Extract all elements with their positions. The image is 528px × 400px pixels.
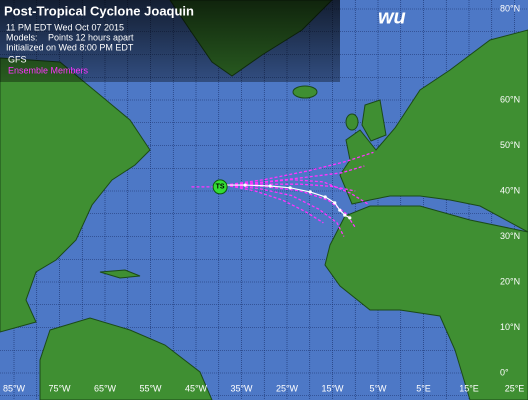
lat-label: 30°N [500, 231, 520, 241]
gfs-point [308, 190, 312, 194]
header-panel [0, 0, 340, 82]
labels: 85°W 75°W 65°W 55°W 45°W 35°W 25°W 15°W 5°W 5°E 15… [3, 3, 524, 393]
lon-label: 5°W [369, 383, 387, 393]
gfs-point [268, 184, 272, 188]
ensemble-track [225, 178, 370, 206]
models-label: Models: [6, 32, 38, 42]
lat-label: 60°N [500, 94, 520, 104]
lat-label: 50°N [500, 140, 520, 150]
gfs-point [348, 216, 352, 220]
ensemble-track [225, 183, 356, 192]
lat-label: 80°N [500, 3, 520, 13]
lon-label: 15°E [459, 383, 479, 393]
ensemble-track [224, 184, 324, 224]
ensemble-label: Ensemble Members [8, 65, 89, 75]
ensemble-track [225, 151, 374, 186]
lon-label: 15°W [321, 383, 344, 393]
lon-label: 55°W [139, 383, 162, 393]
time: 11 PM EDT Wed Oct 07 2015 [6, 22, 124, 32]
points-note: Points 12 hours apart [48, 32, 134, 42]
gfs-label: GFS [8, 54, 27, 64]
gfs-point [343, 213, 347, 217]
title: Post-Tropical Cyclone Joaquin [4, 3, 194, 18]
lat-label: 20°N [500, 276, 520, 286]
gfs-point [338, 208, 342, 212]
lon-label: 5°E [416, 383, 431, 393]
lat-label: 0° [500, 367, 509, 377]
gfs-track [225, 184, 351, 219]
initialized: Initialized on Wed 8:00 PM EDT [6, 42, 134, 52]
lon-label: 75°W [48, 383, 71, 393]
storm-icon [212, 179, 228, 195]
tracks: TS [191, 151, 374, 237]
lon-label: 85°W [3, 383, 26, 393]
lon-label: 45°W [185, 383, 208, 393]
gfs-point [243, 183, 247, 187]
lon-label: 25°W [276, 383, 299, 393]
lon-label: 25°E [505, 383, 525, 393]
lat-label: 40°N [500, 185, 520, 195]
gfs-point [323, 195, 327, 199]
lat-label: 10°N [500, 322, 520, 332]
gfs-point [333, 201, 337, 205]
lon-label: 35°W [230, 383, 253, 393]
gfs-point [288, 186, 292, 190]
storm-label: TS [216, 184, 225, 191]
ensemble-track [225, 184, 345, 237]
lon-label: 65°W [94, 383, 117, 393]
logo: wu [378, 6, 406, 28]
